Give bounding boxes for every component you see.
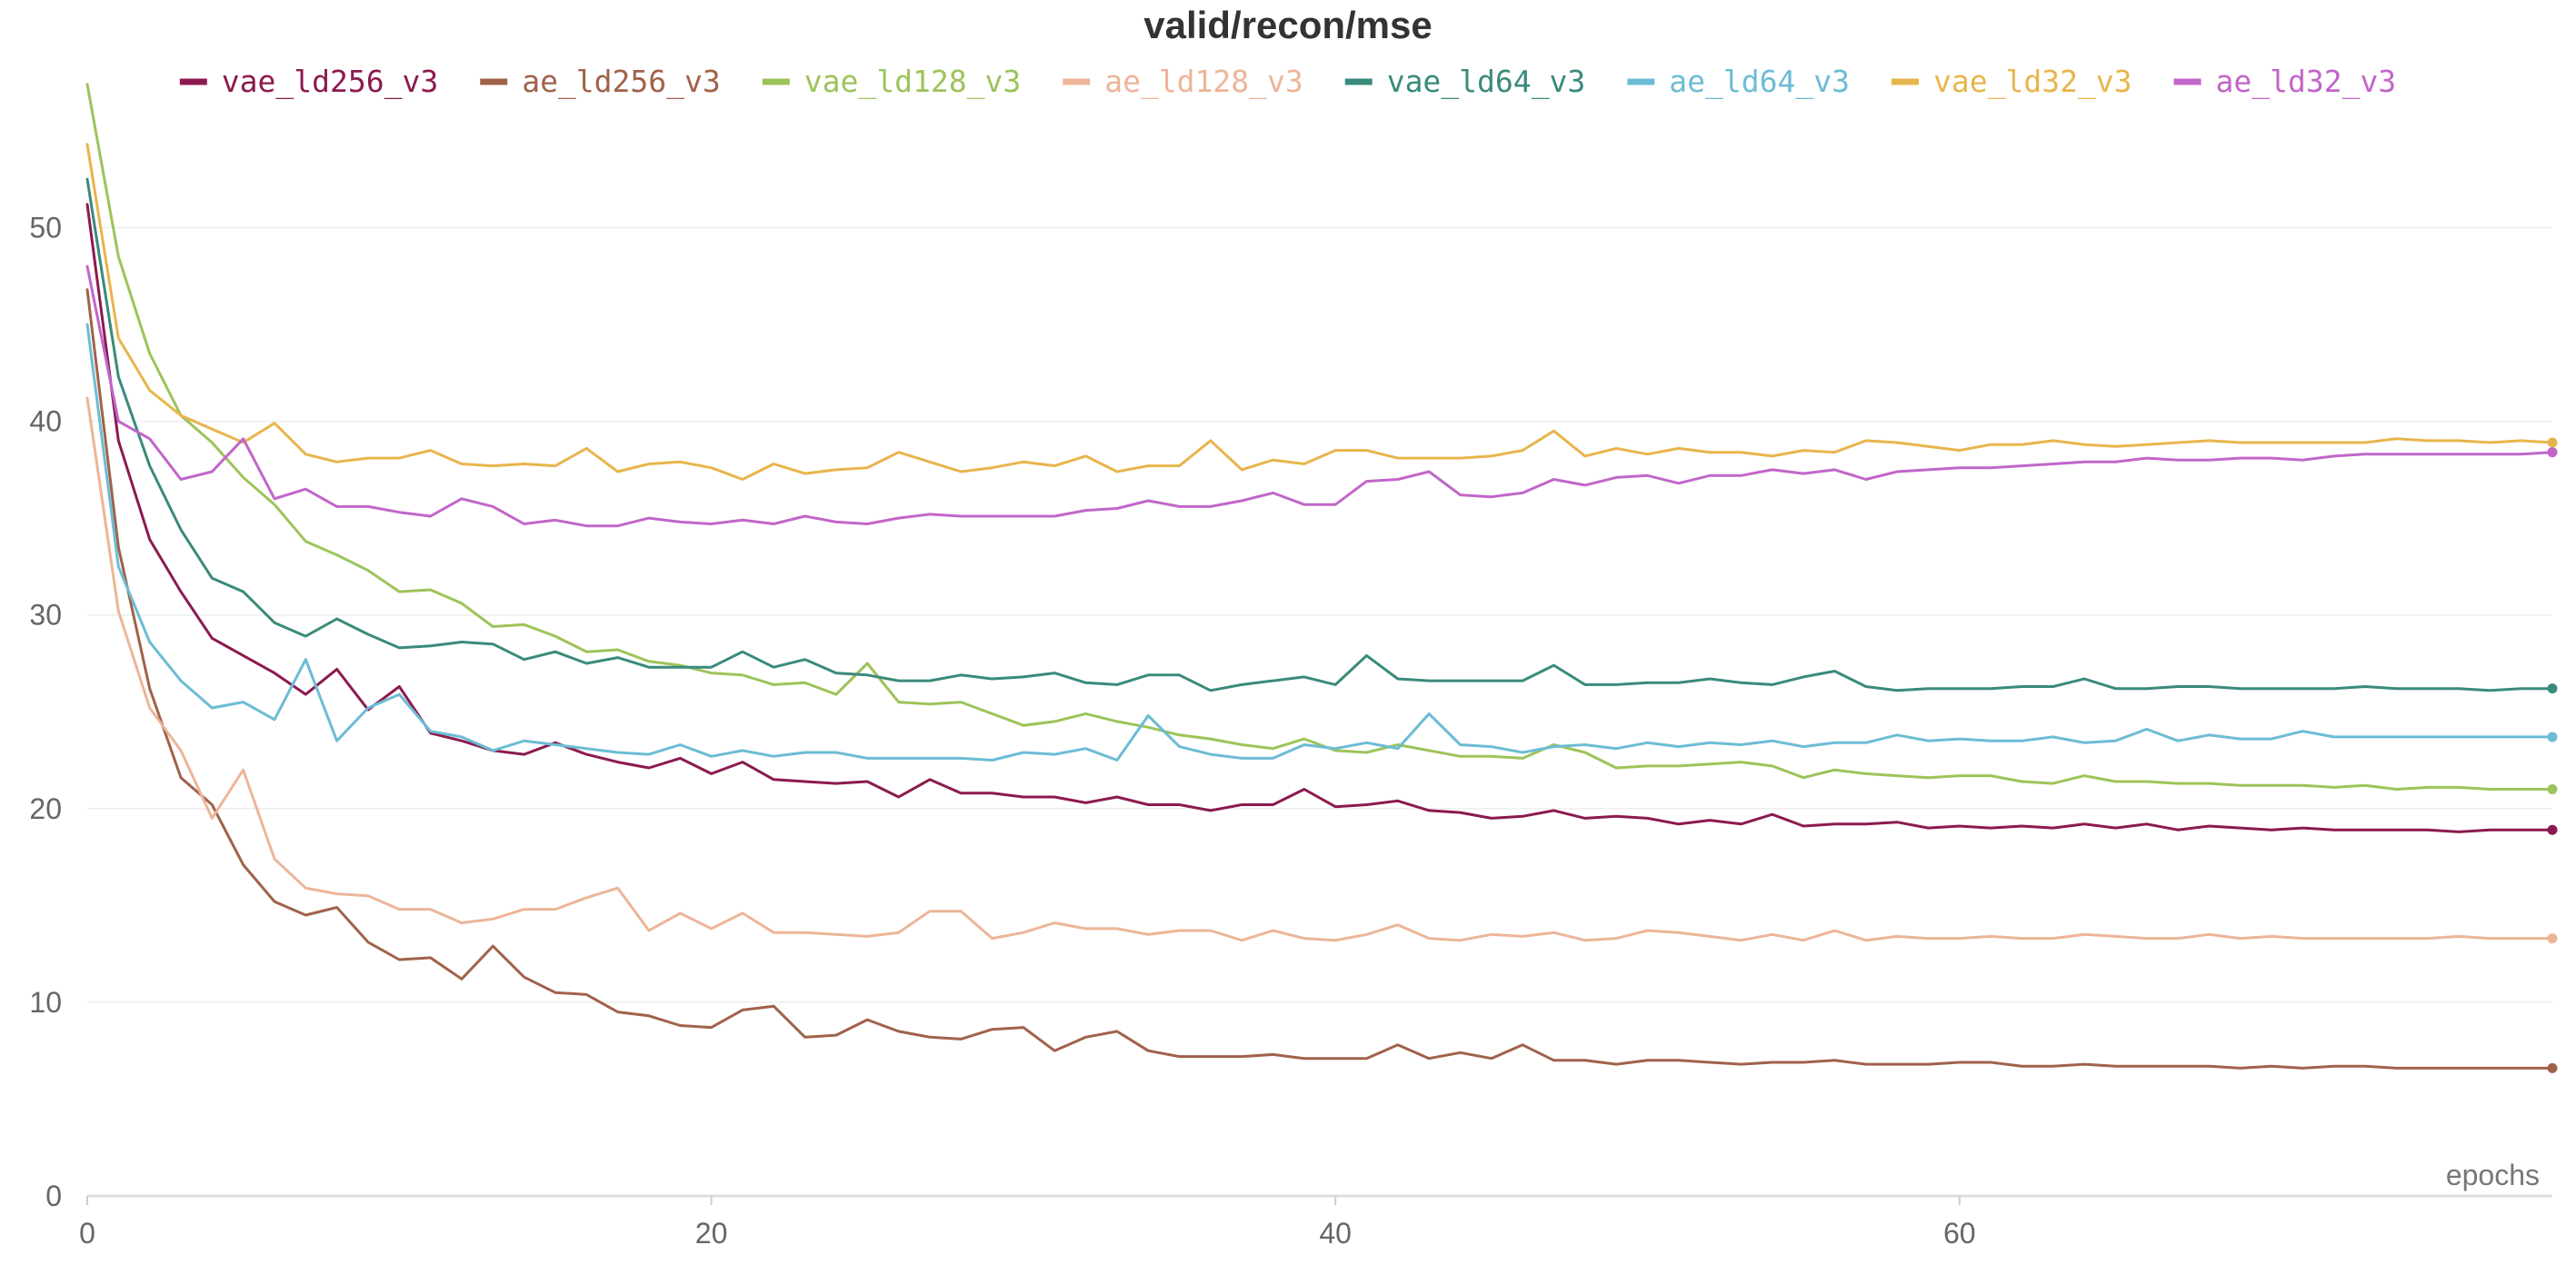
legend-item-vae_ld64_v3[interactable]: vae_ld64_v3 xyxy=(1344,64,1586,100)
series-line-ae_ld32_v3 xyxy=(85,264,2554,528)
legend-label: vae_ld32_v3 xyxy=(1933,64,2132,100)
series-line-vae_ld32_v3 xyxy=(85,143,2554,481)
series-end-marker-vae_ld256_v3 xyxy=(2547,824,2558,835)
legend-item-ae_ld256_v3[interactable]: ae_ld256_v3 xyxy=(480,64,721,100)
y-tick-label: 0 xyxy=(45,1180,62,1212)
y-tick-label: 40 xyxy=(29,405,62,438)
legend-item-vae_ld32_v3[interactable]: vae_ld32_v3 xyxy=(1892,64,2132,100)
legend-item-ae_ld64_v3[interactable]: ae_ld64_v3 xyxy=(1627,64,1850,100)
legend-label: ae_ld128_v3 xyxy=(1104,64,1303,100)
axis-layer: 0 10 20 30 40 50 0 20 40 60 xyxy=(29,211,2552,1250)
series-line-ae_ld128_v3 xyxy=(85,396,2554,942)
series-end-marker-ae_ld256_v3 xyxy=(2547,1062,2558,1073)
series-line-vae_ld64_v3 xyxy=(85,177,2554,692)
series-end-marker-ae_ld64_v3 xyxy=(2547,732,2558,742)
series-line-ae_ld64_v3 xyxy=(85,323,2554,762)
chart-title: valid/recon/mse xyxy=(1143,4,1433,46)
x-axis-label: epochs xyxy=(2446,1159,2540,1191)
series-layer xyxy=(85,83,2558,1073)
legend-label: ae_ld64_v3 xyxy=(1669,64,1850,100)
y-tick-label: 50 xyxy=(29,211,62,244)
y-tick-label: 10 xyxy=(29,986,62,1019)
legend-label: vae_ld128_v3 xyxy=(804,64,1021,100)
series-end-marker-ae_ld32_v3 xyxy=(2547,447,2558,458)
y-tick-label: 20 xyxy=(29,792,62,825)
x-tick-label: 40 xyxy=(1319,1217,1352,1250)
legend: vae_ld256_v3 ae_ld256_v3 vae_ld128_v3 ae_ld… xyxy=(179,64,2397,100)
legend-label: ae_ld32_v3 xyxy=(2216,64,2397,100)
legend-label: ae_ld256_v3 xyxy=(522,64,721,100)
x-tick-label: 20 xyxy=(695,1217,728,1250)
series-end-marker-vae_ld128_v3 xyxy=(2547,783,2558,794)
legend-item-ae_ld128_v3[interactable]: ae_ld128_v3 xyxy=(1063,64,1303,100)
legend-label: vae_ld64_v3 xyxy=(1387,64,1586,100)
x-tick-label: 60 xyxy=(1943,1217,1976,1250)
legend-label: vae_ld256_v3 xyxy=(222,64,438,100)
series-end-marker-vae_ld64_v3 xyxy=(2547,683,2558,694)
series-end-marker-ae_ld128_v3 xyxy=(2547,933,2558,944)
legend-item-vae_ld256_v3[interactable]: vae_ld256_v3 xyxy=(179,64,438,100)
grid-layer xyxy=(87,226,2552,1003)
series-line-ae_ld256_v3 xyxy=(85,288,2554,1070)
legend-item-ae_ld32_v3[interactable]: ae_ld32_v3 xyxy=(2173,64,2397,100)
x-tick-label: 0 xyxy=(79,1217,95,1250)
series-end-marker-vae_ld32_v3 xyxy=(2547,437,2558,448)
y-tick-label: 30 xyxy=(29,599,62,632)
legend-item-vae_ld128_v3[interactable]: vae_ld128_v3 xyxy=(762,64,1021,100)
series-line-vae_ld128_v3 xyxy=(85,83,2554,791)
series-line-vae_ld256_v3 xyxy=(85,203,2554,833)
